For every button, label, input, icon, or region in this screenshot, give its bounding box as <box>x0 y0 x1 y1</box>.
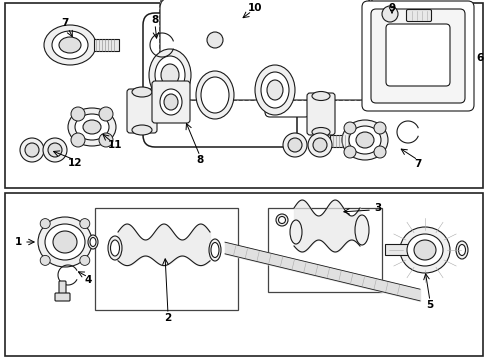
Circle shape <box>40 255 50 265</box>
Ellipse shape <box>90 238 96 247</box>
Ellipse shape <box>255 65 295 115</box>
Circle shape <box>207 32 223 48</box>
Text: 12: 12 <box>68 158 82 168</box>
Ellipse shape <box>209 239 221 261</box>
Ellipse shape <box>161 64 179 86</box>
Ellipse shape <box>356 132 374 148</box>
Circle shape <box>25 143 39 157</box>
Circle shape <box>344 146 356 158</box>
Ellipse shape <box>53 231 77 253</box>
Text: 10: 10 <box>248 3 262 13</box>
Text: 5: 5 <box>426 300 434 310</box>
FancyBboxPatch shape <box>330 135 358 147</box>
Ellipse shape <box>44 25 96 65</box>
Circle shape <box>71 133 85 147</box>
Circle shape <box>344 122 356 134</box>
Ellipse shape <box>83 120 101 134</box>
Circle shape <box>40 219 50 229</box>
Ellipse shape <box>261 72 289 108</box>
Circle shape <box>313 138 327 152</box>
Ellipse shape <box>267 80 283 100</box>
Text: 8: 8 <box>151 15 159 25</box>
Text: 7: 7 <box>61 18 69 28</box>
Ellipse shape <box>155 56 185 94</box>
FancyBboxPatch shape <box>385 244 413 255</box>
Ellipse shape <box>164 94 178 110</box>
Ellipse shape <box>278 216 286 224</box>
Ellipse shape <box>276 214 288 226</box>
Ellipse shape <box>342 120 388 160</box>
Circle shape <box>374 122 386 134</box>
Ellipse shape <box>45 224 85 260</box>
Ellipse shape <box>111 240 120 256</box>
FancyBboxPatch shape <box>59 281 66 299</box>
Ellipse shape <box>211 243 219 257</box>
Ellipse shape <box>201 77 229 113</box>
Circle shape <box>308 133 332 157</box>
FancyBboxPatch shape <box>160 0 373 100</box>
Ellipse shape <box>132 87 152 97</box>
FancyBboxPatch shape <box>386 24 450 86</box>
Ellipse shape <box>75 114 109 140</box>
Ellipse shape <box>196 71 234 119</box>
Ellipse shape <box>132 125 152 135</box>
Bar <box>95 208 238 310</box>
Ellipse shape <box>355 215 369 245</box>
Circle shape <box>288 138 302 152</box>
Ellipse shape <box>414 240 436 260</box>
Text: 11: 11 <box>108 140 122 150</box>
FancyBboxPatch shape <box>94 39 119 51</box>
Ellipse shape <box>38 217 92 267</box>
Ellipse shape <box>88 235 98 249</box>
Ellipse shape <box>312 127 330 136</box>
Ellipse shape <box>312 91 330 100</box>
Ellipse shape <box>160 89 182 115</box>
Ellipse shape <box>52 31 88 59</box>
FancyBboxPatch shape <box>143 13 297 147</box>
Circle shape <box>382 6 398 22</box>
Text: 9: 9 <box>389 3 395 13</box>
Text: 1: 1 <box>14 237 22 247</box>
Text: 8: 8 <box>196 155 204 165</box>
Circle shape <box>99 133 113 147</box>
Ellipse shape <box>459 244 466 256</box>
Circle shape <box>71 107 85 121</box>
Ellipse shape <box>456 241 468 259</box>
FancyBboxPatch shape <box>152 81 190 123</box>
Circle shape <box>374 146 386 158</box>
Circle shape <box>80 219 90 229</box>
Bar <box>5 3 483 188</box>
Text: 7: 7 <box>415 159 422 169</box>
Ellipse shape <box>400 227 450 273</box>
Ellipse shape <box>108 236 122 260</box>
FancyBboxPatch shape <box>265 47 310 117</box>
FancyBboxPatch shape <box>362 1 474 111</box>
Circle shape <box>283 133 307 157</box>
FancyBboxPatch shape <box>160 0 372 100</box>
Ellipse shape <box>407 234 443 266</box>
Ellipse shape <box>349 126 381 154</box>
Bar <box>268 208 382 292</box>
Circle shape <box>20 138 44 162</box>
Ellipse shape <box>290 220 302 244</box>
Ellipse shape <box>149 49 191 101</box>
Ellipse shape <box>68 108 116 146</box>
FancyBboxPatch shape <box>127 89 157 133</box>
Circle shape <box>48 143 62 157</box>
Bar <box>5 193 483 356</box>
Text: 2: 2 <box>164 313 171 323</box>
Ellipse shape <box>59 37 81 53</box>
Circle shape <box>43 138 67 162</box>
Text: 3: 3 <box>374 203 382 213</box>
FancyBboxPatch shape <box>371 9 465 103</box>
Circle shape <box>99 107 113 121</box>
FancyBboxPatch shape <box>55 293 70 301</box>
Circle shape <box>80 255 90 265</box>
Text: 4: 4 <box>84 275 92 285</box>
FancyBboxPatch shape <box>307 93 335 135</box>
Text: 6: 6 <box>476 53 484 63</box>
FancyBboxPatch shape <box>407 9 432 22</box>
